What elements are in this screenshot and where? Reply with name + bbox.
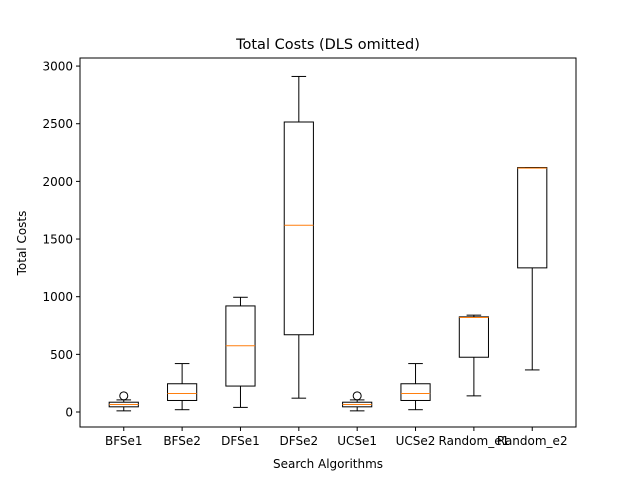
box-iqr bbox=[400, 383, 431, 401]
outlier-point bbox=[119, 391, 129, 401]
x-tick-label: DFSe1 bbox=[221, 434, 260, 448]
plot-area: 0 500 1000 1500 2000 2500 3000 BFSe1 BFSe2 DFSe1 D… bbox=[42, 60, 567, 448]
y-tick-label: 1000 bbox=[42, 290, 73, 304]
axes-frame bbox=[79, 57, 577, 428]
y-tick-label: 3000 bbox=[42, 60, 73, 74]
box-iqr bbox=[517, 167, 548, 269]
y-tick-label: 1500 bbox=[42, 233, 73, 247]
y-tick-label: 500 bbox=[50, 348, 73, 362]
x-tick-label: DFSe2 bbox=[280, 434, 319, 448]
box-iqr bbox=[458, 316, 489, 358]
box-iqr bbox=[283, 121, 314, 336]
x-tick-label: UCSe1 bbox=[337, 434, 377, 448]
x-tick-label: Random_e1 bbox=[439, 434, 510, 448]
x-tick-label: BFSe2 bbox=[163, 434, 201, 448]
outlier-point bbox=[352, 391, 362, 401]
y-tick-label: 0 bbox=[65, 406, 73, 420]
chart-title: Total Costs (DLS omitted) bbox=[235, 37, 420, 53]
y-tick-label: 2000 bbox=[42, 175, 73, 189]
y-tick-label: 2500 bbox=[42, 117, 73, 131]
x-tick-label: Random_e2 bbox=[497, 434, 568, 448]
y-axis-label: Total Costs bbox=[15, 211, 29, 277]
x-tick-label: BFSe1 bbox=[105, 434, 143, 448]
x-tick-label: UCSe2 bbox=[396, 434, 436, 448]
x-axis-label: Search Algorithms bbox=[273, 457, 383, 471]
box-iqr bbox=[167, 383, 198, 401]
